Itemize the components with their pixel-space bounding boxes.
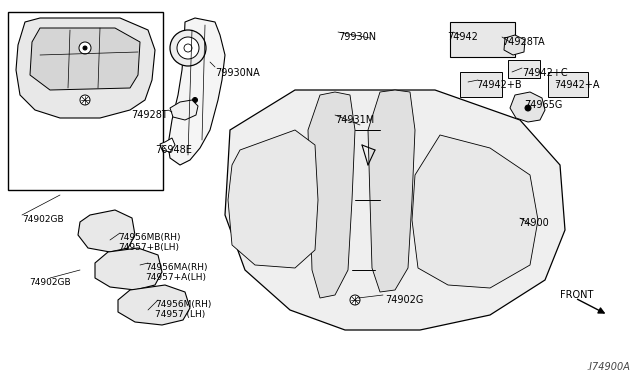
Polygon shape: [412, 135, 538, 288]
Text: 74931M: 74931M: [335, 115, 374, 125]
Polygon shape: [160, 138, 175, 152]
Circle shape: [79, 42, 91, 54]
Polygon shape: [510, 92, 545, 122]
Polygon shape: [308, 92, 355, 298]
Polygon shape: [78, 210, 135, 252]
Bar: [8, 12, 163, 190]
Bar: [460, 72, 502, 97]
Text: 74900: 74900: [518, 218, 548, 228]
Circle shape: [83, 46, 87, 50]
Text: 74942+A: 74942+A: [554, 80, 600, 90]
Text: 74928T: 74928T: [131, 110, 168, 120]
Circle shape: [350, 295, 360, 305]
Text: 74956MA(RH): 74956MA(RH): [145, 263, 207, 272]
Polygon shape: [95, 248, 162, 290]
Text: 74956MB(RH): 74956MB(RH): [118, 233, 180, 242]
Polygon shape: [228, 130, 318, 268]
Polygon shape: [368, 90, 415, 292]
Text: 74942+B: 74942+B: [476, 80, 522, 90]
Text: 74942+C: 74942+C: [522, 68, 568, 78]
Circle shape: [193, 97, 198, 103]
Text: 79930N: 79930N: [338, 32, 376, 42]
Text: 79930NA: 79930NA: [215, 68, 260, 78]
Polygon shape: [118, 285, 190, 325]
Text: 76948E: 76948E: [155, 145, 192, 155]
Text: .I74900A: .I74900A: [586, 362, 630, 372]
Bar: [548, 72, 588, 97]
Text: 74957+A(LH): 74957+A(LH): [145, 273, 206, 282]
Circle shape: [525, 105, 531, 111]
Circle shape: [80, 95, 90, 105]
Text: 74965G: 74965G: [524, 100, 563, 110]
Bar: [508, 60, 540, 78]
Bar: [450, 22, 515, 57]
Polygon shape: [168, 18, 225, 165]
Text: 74902GB: 74902GB: [29, 278, 71, 287]
Text: 74902GB: 74902GB: [22, 215, 63, 224]
Circle shape: [170, 30, 206, 66]
Text: 74928TA: 74928TA: [502, 37, 545, 47]
Circle shape: [177, 37, 199, 59]
Text: 74942: 74942: [447, 32, 478, 42]
Polygon shape: [16, 18, 155, 118]
Text: 74957 (LH): 74957 (LH): [155, 310, 205, 319]
Text: FRONT: FRONT: [560, 290, 593, 300]
Text: 74902G: 74902G: [385, 295, 424, 305]
Text: 74956M(RH): 74956M(RH): [155, 300, 211, 309]
Polygon shape: [30, 28, 140, 90]
Text: 74957+B(LH): 74957+B(LH): [118, 243, 179, 252]
Polygon shape: [225, 90, 565, 330]
Polygon shape: [170, 100, 198, 120]
Circle shape: [184, 44, 192, 52]
Polygon shape: [504, 35, 525, 55]
